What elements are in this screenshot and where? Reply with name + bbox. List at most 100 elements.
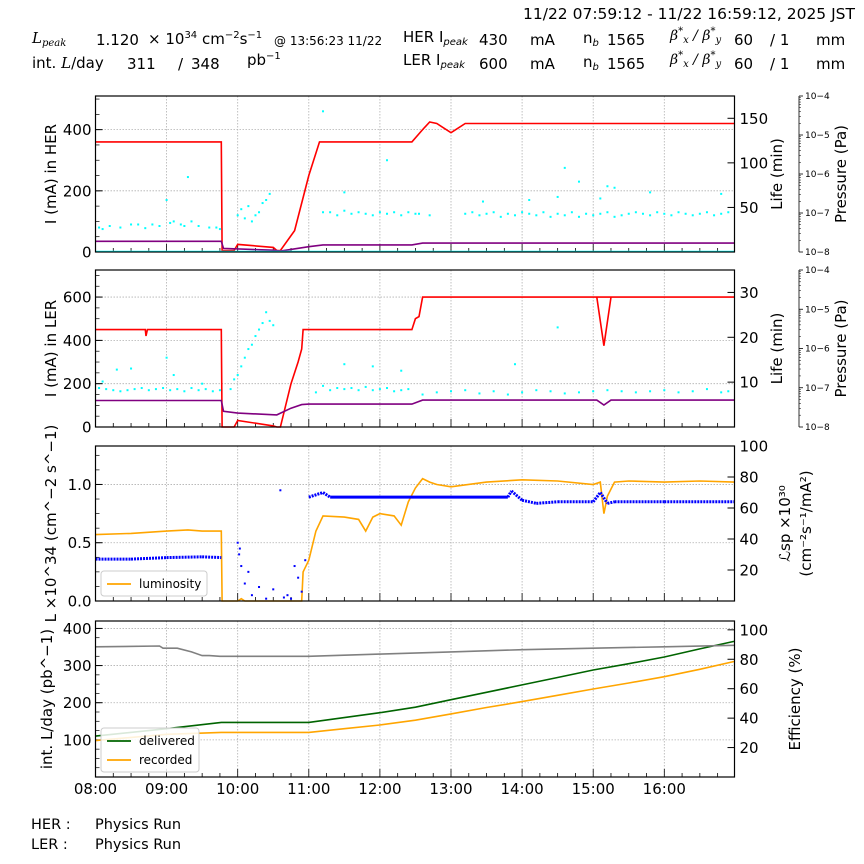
intl-unit: pb−1 [247,51,281,69]
data-point [521,391,524,394]
pressure-axis-label: Pressure (Pa) [832,125,850,223]
data-point [268,319,271,322]
data-point [592,214,595,217]
her-ipeak-value: 430 [479,31,508,49]
recorded-line [95,660,735,742]
ler-beta-x: 60 [734,55,754,73]
data-point [599,212,602,215]
data-point [371,365,374,368]
data-point [386,159,389,162]
data-point [499,215,502,218]
data-point [258,328,261,331]
y-tick-label: 0.0 [68,593,92,611]
lpeak-unit: × 1034 cm−2s−1 [148,30,263,48]
chart-panel-1: 0 200 400 50 100 150 I (mA) in HER Life (min) 10… [42,92,850,262]
data-point [400,214,403,217]
data-point [464,389,467,392]
data-point [393,390,396,393]
data-point [329,389,332,392]
data-point [183,390,186,393]
data-point [172,220,175,223]
data-point [162,387,165,390]
data-point [98,226,101,229]
data-point [513,214,516,217]
data-point [641,212,644,215]
data-point [343,388,346,391]
data-point [670,214,673,217]
data-point [247,570,250,573]
data-point [549,215,552,218]
ler-current-line [95,296,734,428]
data-point [236,541,239,544]
y-tick-label: 300 [63,657,92,675]
data-point [126,389,129,392]
her-status-value: Physics Run [95,817,182,833]
data-point [144,227,147,230]
data-point [238,553,241,556]
data-point [243,356,246,359]
ler-lifetime-line [95,399,734,416]
legend-box [100,727,200,773]
data-point [169,221,172,224]
data-point [371,214,374,217]
data-point [649,390,652,393]
specific-luminosity-band [607,500,615,505]
data-point [265,199,268,201]
data-point [250,343,253,346]
data-point [322,110,325,113]
data-point [297,576,300,579]
data-point [606,211,609,214]
plot-frame [94,445,736,602]
data-point [250,220,253,223]
data-point [620,390,623,393]
lpeak-time: @ 13:56:23 11/22 [274,34,383,48]
ler-ipeak-label: LER Ipeak [403,51,465,71]
data-point [386,387,389,390]
her-beta-unit: mm [816,31,846,49]
data-point [322,211,325,214]
data-point [240,565,243,568]
data-point [535,214,538,217]
data-point [421,393,424,396]
data-point [322,384,325,387]
data-point [112,389,115,392]
data-point [556,326,559,329]
her-ipeak-unit: mA [530,31,555,49]
data-point [336,214,339,217]
data-point [265,597,268,600]
data-point [98,387,101,390]
y-right-tick-label: 50 [740,199,759,217]
data-point [663,212,666,215]
lpeak-label: Lpeak [32,29,67,49]
time-range: 11/22 07:59:12 - 11/22 16:59:12, 2025 JS… [523,5,855,23]
data-point [343,209,346,212]
data-point [261,202,264,205]
data-point [577,180,580,183]
x-tick-label: 13:00 [429,780,472,798]
data-point [542,211,545,214]
ler-status-label: LER : [31,837,68,853]
data-point [570,211,573,214]
data-point [627,212,630,215]
data-point [179,223,182,226]
ler-beta-unit: mm [816,55,846,73]
data-point [677,391,680,394]
legend-label: luminosity [139,577,201,591]
data-point [634,211,637,214]
data-point [577,215,580,218]
data-point [247,348,250,351]
data-point [513,363,516,366]
data-point [414,212,417,215]
x-tick-label: 12:00 [358,780,401,798]
y-axis-label: int. L/day (pb^−1) [38,629,56,769]
her-nb-label: nb [583,29,599,49]
specific-luminosity-band [202,555,222,560]
data-point [435,391,438,394]
her-nb-value: 1565 [607,31,646,49]
data-point [300,590,303,593]
data-point [254,214,257,217]
data-point [233,378,236,381]
data-point [450,390,452,393]
data-point [563,166,566,169]
data-point [684,212,687,215]
